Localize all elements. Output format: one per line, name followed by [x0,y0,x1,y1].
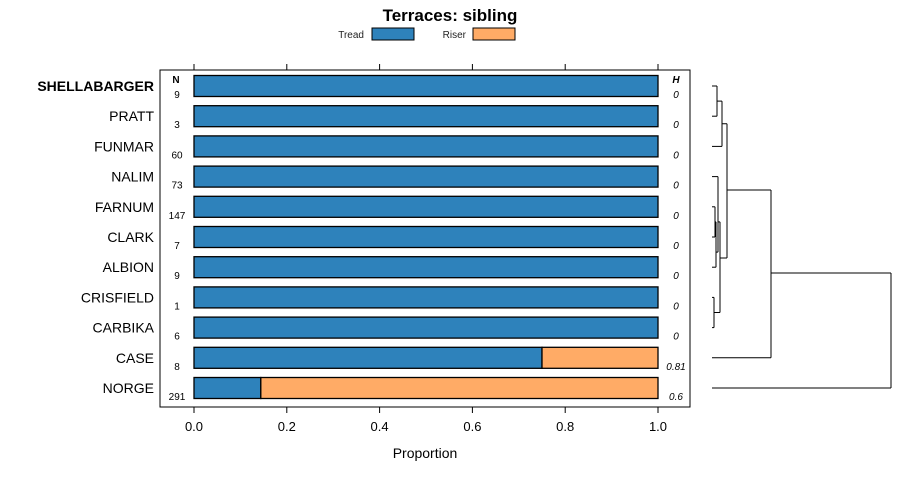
legend-label-riser: Riser [443,30,467,41]
h-value: 0 [673,150,679,161]
x-axis-label: Proportion [393,445,458,461]
bars [193,74,659,400]
category-label: NALIM [111,169,154,185]
x-tick-label: 0.6 [463,419,481,434]
bar-norge-riser [260,376,659,400]
n-value: 291 [169,392,186,403]
legend-swatch-riser [472,27,516,41]
bar-clark-tread [193,225,659,249]
x-tick-label: 0.8 [556,419,574,434]
h-value: 0 [673,181,679,192]
bar-norge-tread [193,376,262,400]
legend-swatch-tread [371,27,415,41]
h-value: 0.6 [669,392,683,403]
n-value: 60 [171,150,183,161]
n-value: 9 [174,90,180,101]
n-value: 1 [174,301,180,312]
n-value: 8 [174,362,180,373]
legend-label-tread: Tread [338,30,364,41]
n-value: 3 [174,120,180,131]
legend: Tread Riser [338,27,516,41]
h-value: 0 [673,301,679,312]
h-value: 0.81 [666,362,685,373]
h-header: H [672,75,680,86]
bar-farnum-tread [193,195,659,218]
x-tick-label: 0.0 [185,419,203,434]
plot-panel [159,69,691,408]
h-value: 0 [673,90,679,101]
n-value: 6 [174,332,180,343]
bar-case-riser [541,346,659,369]
x-tick-label: 1.0 [649,419,667,434]
n-header: N [172,75,179,86]
bar-albion-tread [193,256,659,279]
bar-carbika-tread [193,316,659,339]
h-value: 0 [673,120,679,131]
n-value: 9 [174,271,180,282]
bar-pratt-tread [193,105,659,128]
category-label: NORGE [103,380,154,396]
category-label: ALBION [103,259,154,275]
bar-funmar-tread [193,135,659,158]
h-value: 0 [673,271,679,282]
h-value: 0 [673,332,679,343]
x-tick-label: 0.2 [278,419,296,434]
chart-title: Terraces: sibling [383,6,518,25]
category-label: PRATT [109,108,154,124]
x-axis: 0.0 0.2 0.4 0.6 0.8 1.0 [185,64,667,434]
bar-nalim-tread [193,165,659,188]
dendrogram [712,85,892,389]
bar-case-tread [193,346,543,369]
n-value: 147 [169,211,186,222]
category-label: CARBIKA [93,320,155,336]
category-label: FUNMAR [94,138,154,154]
h-value: 0 [673,241,679,252]
category-label: CLARK [107,229,154,245]
x-tick-label: 0.4 [371,419,389,434]
category-label: FARNUM [95,199,154,215]
bar-crisfield-tread [193,286,659,309]
h-value: 0 [673,211,679,222]
n-value: 7 [174,241,180,252]
n-value: 73 [171,181,183,192]
bar-shellabarger-tread [193,74,659,98]
category-label: SHELLABARGER [37,78,154,94]
category-label: CRISFIELD [81,289,154,305]
category-label: CASE [116,350,154,366]
